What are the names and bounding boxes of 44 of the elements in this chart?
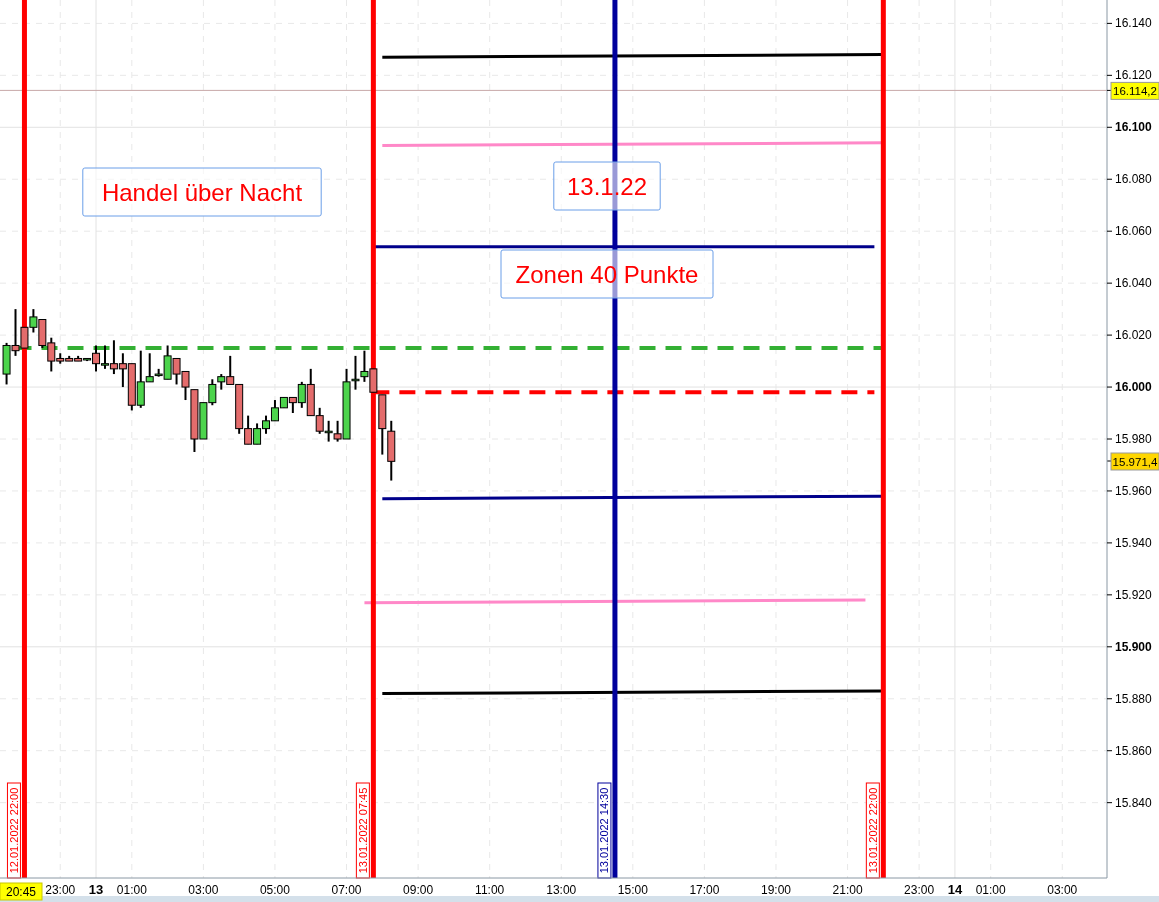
y-tick-label: 15.900 bbox=[1115, 639, 1153, 654]
y-tick-label: 16.080 bbox=[1115, 172, 1153, 187]
annotation: 13.1.22 bbox=[566, 173, 648, 200]
x-tick-label: 09:00 bbox=[403, 883, 434, 897]
x-tick-label: 21:00 bbox=[832, 883, 863, 897]
ref-line-label: 13.01.2022 22:00 bbox=[866, 787, 879, 874]
text: 15.971,4 bbox=[1112, 455, 1158, 468]
y-tick-label: 15.960 bbox=[1115, 483, 1153, 498]
x-tick-label: 19:00 bbox=[760, 883, 792, 897]
y-tick-label: 16.100 bbox=[1115, 120, 1153, 135]
x-tick-label: 11:00 bbox=[475, 883, 505, 897]
x-tick-label: 15:00 bbox=[617, 883, 649, 897]
x-tick-label: 03:00 bbox=[1047, 883, 1078, 897]
y-tick-label: 16.020 bbox=[1115, 328, 1153, 343]
y-tick-label: 15.840 bbox=[1115, 795, 1153, 810]
x-tick-label: 23:00 bbox=[904, 883, 935, 897]
x-tick-label: 23:00 bbox=[45, 883, 76, 897]
y-tick-label: 15.920 bbox=[1115, 587, 1153, 602]
annotation: Handel über Nacht bbox=[101, 179, 303, 206]
ref-line-label: 13.01.2022 14:30 bbox=[598, 787, 611, 874]
ref-line-label: 16.114,2 bbox=[1113, 84, 1157, 97]
x-tick-label: 01:00 bbox=[116, 883, 148, 897]
y-tick-label: 16.040 bbox=[1115, 276, 1153, 291]
annotation: Zonen 40 Punkte bbox=[515, 261, 699, 288]
candlestick bbox=[351, 354, 360, 391]
ref-line-label: 12.01.2022 22:00 bbox=[7, 787, 20, 874]
y-tick-label: 15.940 bbox=[1115, 535, 1153, 550]
x-tick-label: 14 bbox=[947, 882, 963, 897]
y-tick-label: 16.000 bbox=[1115, 380, 1153, 395]
x-tick-label: 03:00 bbox=[188, 883, 219, 897]
x-tick-label: 07:00 bbox=[331, 883, 362, 897]
x-tick-label: 05:00 bbox=[259, 883, 291, 897]
x-tick-label: 13 bbox=[88, 882, 104, 897]
y-tick-label: 16.120 bbox=[1115, 68, 1153, 83]
ref-line-label: 13.01.2022 07:45 bbox=[356, 787, 369, 874]
text: 20:45 bbox=[5, 885, 37, 899]
y-tick-label: 16.060 bbox=[1115, 224, 1153, 239]
y-tick-label: 16.140 bbox=[1115, 16, 1153, 31]
y-tick-label: 15.880 bbox=[1115, 691, 1153, 706]
x-tick-label: 13:00 bbox=[546, 883, 577, 897]
y-tick-label: 15.860 bbox=[1115, 743, 1153, 758]
x-tick-label: 01:00 bbox=[975, 883, 1007, 897]
x-tick-label: 17:00 bbox=[689, 883, 720, 897]
y-tick-label: 15.980 bbox=[1115, 432, 1153, 446]
